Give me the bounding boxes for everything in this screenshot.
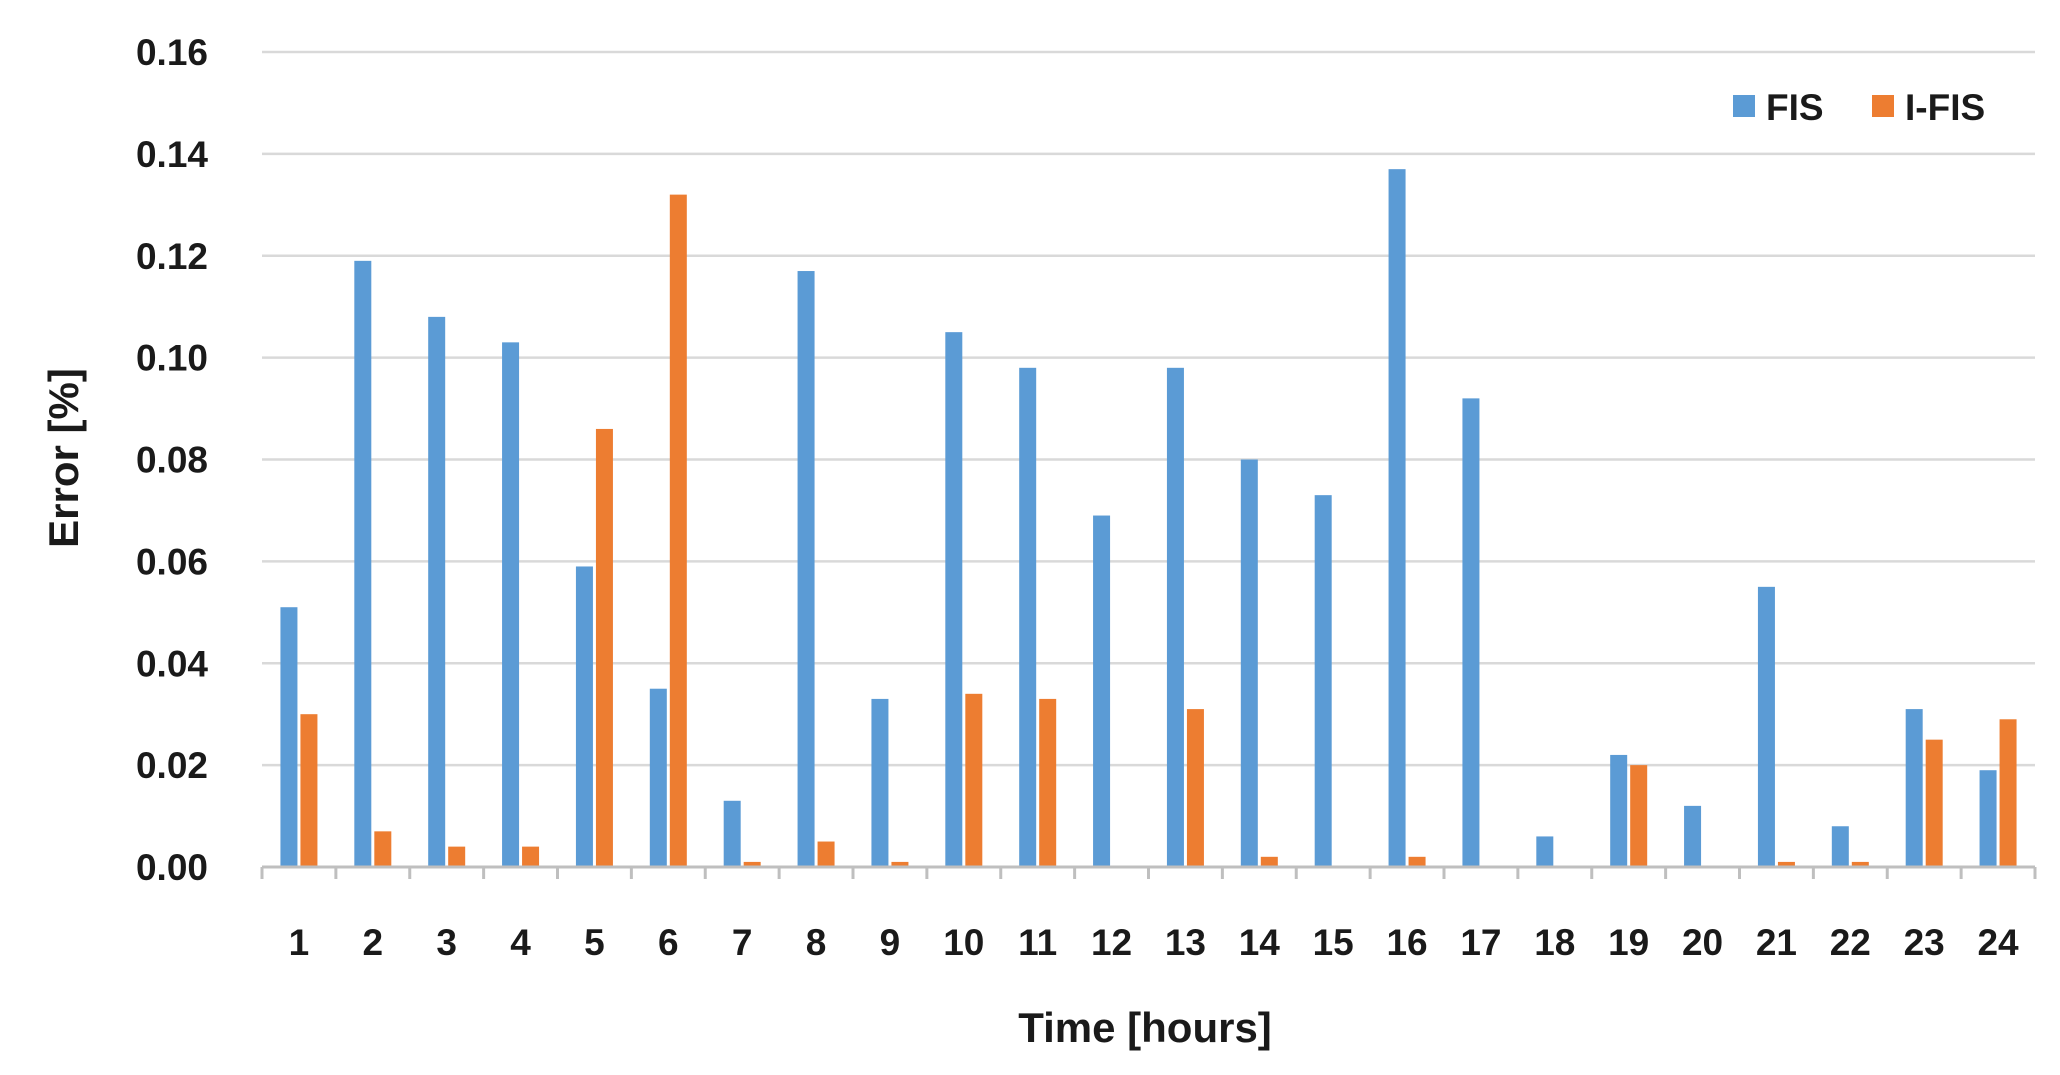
x-tick-label: 17 [1460,922,1501,963]
x-tick-label: 19 [1608,922,1649,963]
x-tick-label: 1 [289,922,310,963]
bar-fis-8 [797,271,815,867]
bar-fis-14 [1240,459,1258,867]
y-tick-label: 0.14 [136,134,208,175]
bar-fis-15 [1314,495,1332,867]
bar-fis-17 [1462,398,1480,867]
legend-label-fis: FIS [1766,87,1824,128]
x-tick-label: 2 [363,922,384,963]
x-axis-title: Time [hours] [1018,1004,1272,1051]
bar-ifis-9 [891,861,909,867]
bar-ifis-13 [1186,709,1204,867]
bar-ifis-10 [965,693,983,867]
bar-fis-11 [1019,367,1037,867]
bar-fis-21 [1757,586,1775,867]
bars [280,169,2017,867]
bar-ifis-4 [522,846,540,867]
bar-fis-23 [1905,709,1923,867]
y-tick-labels: 0.00 0.02 0.04 0.06 0.08 0.10 0.12 0.14 0.16 [136,32,208,888]
bar-fis-13 [1166,367,1184,867]
x-axis [260,865,2037,879]
x-tick-label: 23 [1904,922,1945,963]
gridlines [262,50,2035,767]
y-tick-label: 0.12 [136,236,208,277]
bar-ifis-19 [1630,765,1648,867]
x-tick-label: 24 [1977,922,2019,963]
bar-ifis-2 [374,831,392,867]
y-tick-label: 0.16 [136,32,208,73]
bar-fis-22 [1831,826,1849,867]
bar-fis-24 [1979,770,1997,867]
bar-fis-2 [354,260,372,867]
bar-fis-19 [1610,754,1628,867]
legend-swatch-ifis [1872,95,1894,117]
bar-ifis-6 [669,194,687,867]
x-tick-label: 16 [1386,922,1427,963]
bar-ifis-5 [595,428,613,867]
y-tick-label: 0.10 [136,338,208,379]
x-tick-label: 6 [658,922,679,963]
bar-ifis-24 [1999,719,2017,867]
y-tick-label: 0.06 [136,541,208,582]
x-tick-label: 12 [1091,922,1132,963]
bar-ifis-11 [1039,698,1057,867]
bar-ifis-3 [448,846,466,867]
bar-ifis-21 [1777,861,1795,867]
x-tick-label: 22 [1830,922,1871,963]
x-tick-label: 7 [732,922,753,963]
bar-fis-18 [1536,836,1554,867]
y-axis-title: Error [%] [40,368,87,548]
legend-label-ifis: I-FIS [1905,87,1985,128]
x-tick-label: 13 [1165,922,1206,963]
x-tick-label: 18 [1534,922,1575,963]
bar-ifis-8 [817,841,835,867]
y-tick-label: 0.08 [136,440,208,481]
x-tick-label: 15 [1313,922,1354,963]
x-tick-label: 8 [806,922,827,963]
y-tick-label: 0.04 [136,643,208,684]
x-tick-label: 10 [943,922,984,963]
bar-fis-5 [575,566,593,867]
bar-fis-10 [945,332,963,867]
bar-ifis-23 [1925,739,1943,867]
legend: FIS I-FIS [1733,87,1985,128]
y-tick-label: 0.00 [136,847,208,888]
bar-fis-7 [723,800,741,867]
bar-fis-16 [1388,169,1406,867]
bar-fis-1 [280,607,298,867]
x-tick-label: 20 [1682,922,1723,963]
bar-fis-9 [871,698,889,867]
bar-ifis-16 [1408,856,1426,867]
bar-fis-4 [502,342,520,867]
bar-ifis-14 [1260,856,1278,867]
x-tick-label: 3 [436,922,457,963]
x-tick-label: 14 [1239,922,1281,963]
legend-swatch-fis [1733,95,1755,117]
bar-ifis-7 [743,861,761,867]
x-tick-label: 11 [1018,922,1057,963]
x-tick-label: 9 [880,922,901,963]
x-tick-label: 4 [510,922,531,963]
bar-fis-20 [1684,805,1702,867]
x-tick-label: 21 [1756,922,1797,963]
bar-ifis-1 [300,714,318,867]
x-tick-labels: 1 2 3 4 5 6 7 8 9 10 11 12 13 14 15 16 17 18 19 20 21 22 23 24 [289,922,2019,963]
bar-fis-12 [1093,515,1111,867]
bar-ifis-22 [1851,861,1869,867]
y-tick-label: 0.02 [136,745,208,786]
bar-fis-6 [649,688,667,867]
x-tick-label: 5 [584,922,605,963]
bar-fis-3 [428,316,446,867]
